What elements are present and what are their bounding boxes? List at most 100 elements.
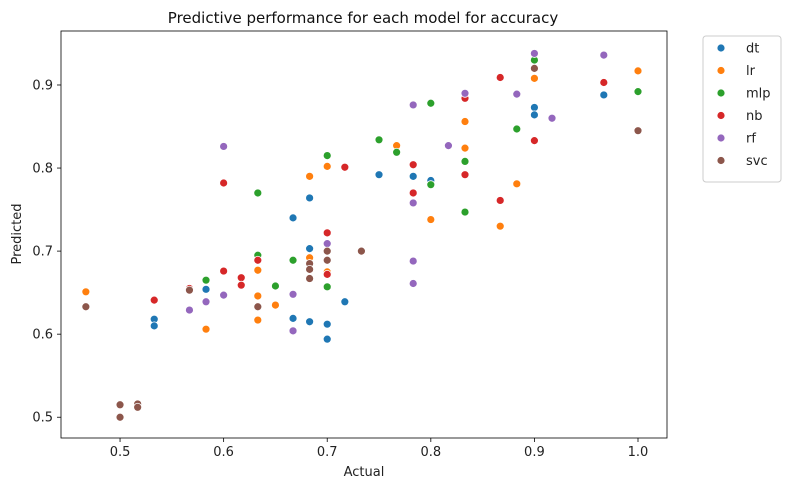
point-lr	[460, 143, 470, 153]
point-nb	[219, 266, 229, 276]
point-mlp	[374, 135, 384, 145]
point-mlp	[322, 151, 332, 160]
legend-marker-svc	[716, 156, 726, 165]
point-lr	[81, 287, 91, 297]
point-lr	[512, 179, 522, 189]
x-tick-label: 0.8	[420, 445, 441, 460]
data-points	[81, 49, 643, 422]
y-tick-label: 0.8	[32, 162, 53, 177]
point-rf	[408, 198, 418, 208]
point-nb	[322, 228, 332, 238]
point-dt	[322, 319, 332, 329]
point-lr	[271, 300, 280, 310]
point-nb	[599, 78, 609, 87]
point-lr	[201, 324, 211, 334]
point-nb	[530, 136, 539, 146]
legend-label-svc: svc	[746, 154, 768, 169]
point-rf	[530, 49, 539, 58]
point-mlp	[426, 180, 436, 190]
point-rf	[322, 239, 332, 249]
point-rf	[219, 142, 229, 151]
legend-marker-mlp	[716, 88, 726, 98]
point-dt	[374, 170, 384, 180]
point-rf	[599, 50, 609, 60]
plot-area	[60, 30, 668, 439]
point-dt	[322, 334, 332, 344]
legend-marker-rf	[716, 133, 726, 143]
point-rf	[201, 297, 211, 307]
point-dt	[288, 313, 298, 323]
point-mlp	[288, 255, 298, 265]
point-dt	[599, 90, 609, 100]
point-nb	[219, 178, 229, 188]
point-rf	[408, 279, 418, 288]
legend: dt lr mlp nb rf svc	[702, 35, 782, 183]
point-lr	[253, 315, 263, 325]
point-mlp	[253, 188, 263, 198]
point-nb	[495, 73, 505, 82]
point-rf	[288, 289, 298, 299]
legend-label-lr: lr	[746, 64, 756, 79]
x-tick-label: 0.6	[213, 445, 234, 460]
point-rf	[185, 305, 194, 315]
point-dt	[408, 171, 418, 181]
point-rf	[460, 88, 470, 98]
point-nb	[408, 188, 418, 198]
point-lr	[426, 215, 436, 224]
point-nb	[322, 269, 332, 279]
point-nb	[253, 255, 263, 265]
y-tick-label: 0.6	[32, 328, 53, 343]
point-nb	[408, 160, 418, 170]
point-svc	[633, 126, 643, 136]
point-svc	[185, 285, 194, 295]
point-rf	[512, 89, 522, 99]
point-rf	[408, 100, 418, 110]
point-rf	[408, 256, 418, 266]
legend-label-nb: nb	[746, 109, 763, 124]
point-rf	[444, 141, 453, 151]
point-mlp	[460, 207, 470, 217]
point-dt	[288, 213, 298, 223]
legend-marker-dt	[716, 43, 726, 53]
point-svc	[115, 400, 125, 410]
legend-frame	[702, 35, 782, 183]
point-dt	[530, 110, 539, 120]
y-tick-label: 0.7	[32, 245, 53, 260]
point-nb	[149, 295, 159, 305]
point-mlp	[201, 275, 211, 285]
point-svc	[115, 412, 125, 422]
legend-label-dt: dt	[746, 42, 759, 57]
point-lr	[305, 171, 315, 181]
point-svc	[322, 246, 332, 256]
x-tick-label: 0.5	[110, 445, 131, 460]
point-lr	[495, 221, 505, 231]
point-nb	[236, 280, 246, 290]
point-lr	[460, 117, 470, 126]
y-axis-title: Predicted	[10, 203, 25, 264]
x-tick-label: 0.7	[317, 445, 338, 460]
point-lr	[253, 265, 263, 275]
point-mlp	[271, 281, 280, 291]
point-nb	[236, 273, 246, 283]
x-axis-title: Actual	[344, 465, 385, 480]
y-tick-label: 0.9	[32, 78, 53, 93]
point-nb	[340, 162, 350, 172]
point-mlp	[426, 98, 436, 108]
point-mlp	[512, 124, 522, 134]
point-nb	[460, 170, 470, 180]
legend-label-rf: rf	[746, 132, 756, 147]
point-dt	[149, 321, 159, 331]
point-lr	[530, 73, 539, 83]
point-dt	[340, 297, 350, 307]
point-svc	[357, 246, 366, 256]
legend-marker-nb	[716, 111, 726, 120]
legend-label-mlp: mlp	[746, 87, 771, 102]
point-nb	[495, 196, 505, 205]
point-rf	[288, 326, 298, 336]
point-dt	[530, 103, 539, 112]
point-dt	[305, 244, 315, 254]
point-rf	[219, 290, 229, 300]
point-svc	[530, 63, 539, 73]
point-svc	[133, 402, 143, 412]
